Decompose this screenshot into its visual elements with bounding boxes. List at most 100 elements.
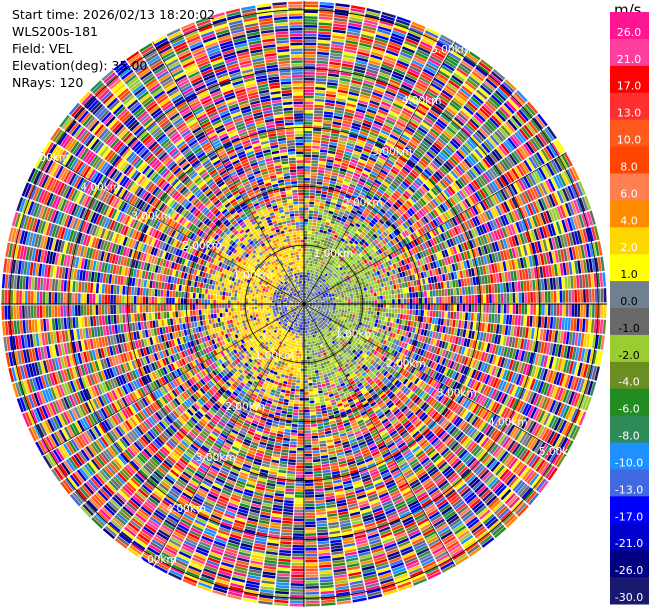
range-gate <box>320 227 324 230</box>
range-gate <box>326 234 330 237</box>
range-gate <box>352 290 355 293</box>
range-gate <box>350 296 353 299</box>
range-gate <box>304 119 313 122</box>
range-gate <box>319 19 333 23</box>
range-gate <box>327 216 332 220</box>
range-gate <box>311 166 318 169</box>
range-gate <box>341 293 344 295</box>
range-gate <box>325 204 330 208</box>
range-gate <box>311 160 318 163</box>
range-gate <box>312 140 320 143</box>
range-gate <box>304 157 311 160</box>
range-gate <box>354 287 357 290</box>
range-gate <box>352 281 355 284</box>
range-gate <box>314 205 319 208</box>
range-gate <box>304 51 316 54</box>
range-gate <box>371 281 374 285</box>
range-gate <box>325 171 332 175</box>
range-gate <box>308 219 312 222</box>
range-gate <box>319 233 323 236</box>
range-gate <box>458 279 461 287</box>
range-gate <box>317 176 323 179</box>
range-gate <box>318 34 331 37</box>
range-gate <box>401 277 405 282</box>
range-gate <box>312 155 319 158</box>
range-gate <box>312 228 316 231</box>
range-gate <box>317 46 329 49</box>
range-gate <box>312 146 320 149</box>
range-gate <box>438 282 441 289</box>
range-gate <box>313 131 321 134</box>
range-gate <box>395 279 398 284</box>
range-gate <box>321 197 326 200</box>
range-gate <box>310 240 313 243</box>
range-gate <box>312 223 316 226</box>
range-gate <box>317 52 329 55</box>
range-gate <box>317 220 321 223</box>
range-gate <box>309 213 313 216</box>
range-gate <box>313 137 321 140</box>
range-gate <box>369 286 372 290</box>
range-gate <box>309 270 311 273</box>
range-gate <box>323 123 332 127</box>
range-gate <box>308 228 312 231</box>
range-gate <box>314 208 319 211</box>
range-gate <box>304 175 310 178</box>
range-gate <box>319 155 326 158</box>
range-gate <box>304 81 315 84</box>
range-gate <box>326 219 331 223</box>
range-gate <box>304 140 312 143</box>
range-gate <box>307 252 310 255</box>
range-gate <box>316 190 322 193</box>
range-gate <box>304 231 307 234</box>
range-gate <box>309 210 314 213</box>
range-gate <box>322 215 327 218</box>
range-gate <box>327 241 331 244</box>
range-gate <box>398 278 402 283</box>
range-gate <box>406 288 409 293</box>
range-gate <box>408 281 411 286</box>
range-gate <box>428 277 432 283</box>
range-gate <box>305 287 306 290</box>
range-gate <box>446 281 449 288</box>
range-gate <box>314 102 324 105</box>
range-gate <box>317 238 321 241</box>
range-gate <box>313 134 321 137</box>
range-gate <box>353 284 356 287</box>
range-gate <box>305 278 306 281</box>
range-gate <box>410 281 413 287</box>
range-gate <box>304 169 310 172</box>
range-gate <box>304 4 318 7</box>
range-gate <box>318 173 324 176</box>
range-gate <box>308 266 310 269</box>
range-gate <box>304 84 314 87</box>
range-gate <box>311 231 315 234</box>
range-gate <box>309 199 314 202</box>
range-gate <box>364 280 367 284</box>
range-gate <box>320 200 325 203</box>
range-gate <box>315 99 325 102</box>
range-gate <box>318 28 331 31</box>
range-gate <box>304 101 314 104</box>
range-gate <box>304 37 317 40</box>
range-gate <box>323 117 332 121</box>
range-gate <box>304 72 315 75</box>
range-gate <box>403 277 407 282</box>
range-gate <box>429 284 432 290</box>
range-gate <box>308 263 310 266</box>
range-gate <box>321 141 329 144</box>
range-gate <box>320 149 328 152</box>
range-gate <box>304 181 310 184</box>
range-gate <box>304 54 316 57</box>
range-gate <box>310 264 312 267</box>
range-gate <box>443 282 446 289</box>
range-gate <box>307 237 310 240</box>
range-gate <box>319 158 326 161</box>
range-gate <box>380 292 383 296</box>
range-gate <box>385 277 389 282</box>
range-gate <box>365 294 368 297</box>
range-gate <box>304 128 312 131</box>
range-gate <box>311 234 315 237</box>
range-gate <box>425 278 429 284</box>
range-gate <box>304 110 313 113</box>
